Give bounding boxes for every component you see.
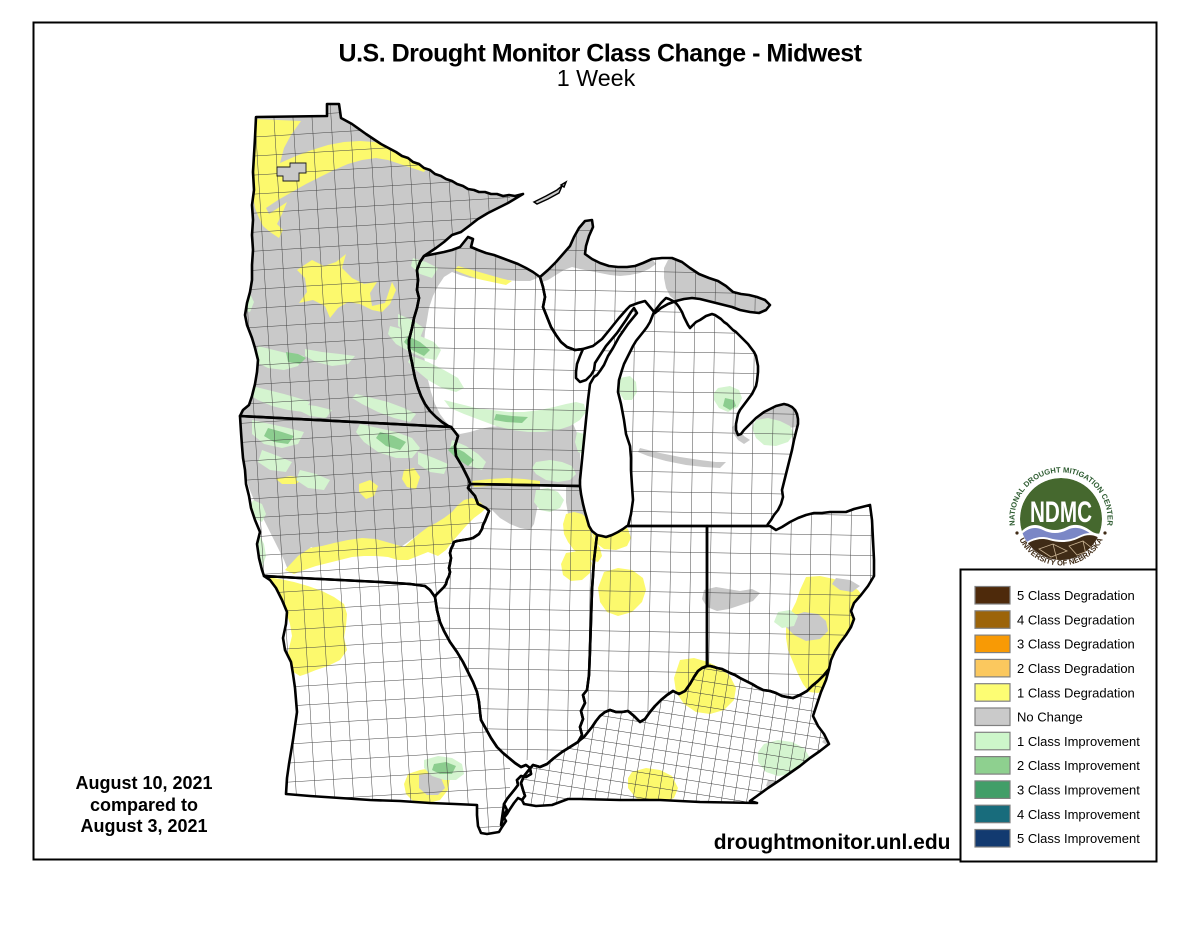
svg-text:No Change: No Change bbox=[1017, 710, 1083, 725]
svg-text:1 Class Improvement: 1 Class Improvement bbox=[1017, 734, 1140, 749]
svg-text:5 Class Improvement: 5 Class Improvement bbox=[1017, 831, 1140, 846]
svg-text:4 Class Improvement: 4 Class Improvement bbox=[1017, 807, 1140, 822]
svg-text:U.S. Drought Monitor Class Cha: U.S. Drought Monitor Class Change - Midw… bbox=[339, 40, 863, 68]
svg-text:3 Class Degradation: 3 Class Degradation bbox=[1017, 637, 1135, 652]
svg-text:4 Class Degradation: 4 Class Degradation bbox=[1017, 612, 1135, 627]
svg-text:compared to: compared to bbox=[90, 795, 198, 815]
svg-text:NDMC: NDMC bbox=[1030, 496, 1092, 529]
svg-text:5 Class Degradation: 5 Class Degradation bbox=[1017, 588, 1135, 603]
svg-text:droughtmonitor.unl.edu: droughtmonitor.unl.edu bbox=[714, 831, 951, 854]
svg-text:August 3, 2021: August 3, 2021 bbox=[80, 816, 207, 836]
svg-text:3 Class Improvement: 3 Class Improvement bbox=[1017, 783, 1140, 798]
svg-text:2 Class Improvement: 2 Class Improvement bbox=[1017, 758, 1140, 773]
svg-text:August 10, 2021: August 10, 2021 bbox=[75, 773, 212, 793]
svg-text:1 Week: 1 Week bbox=[557, 65, 636, 91]
svg-text:1 Class Degradation: 1 Class Degradation bbox=[1017, 685, 1135, 700]
svg-text:2 Class Degradation: 2 Class Degradation bbox=[1017, 661, 1135, 676]
